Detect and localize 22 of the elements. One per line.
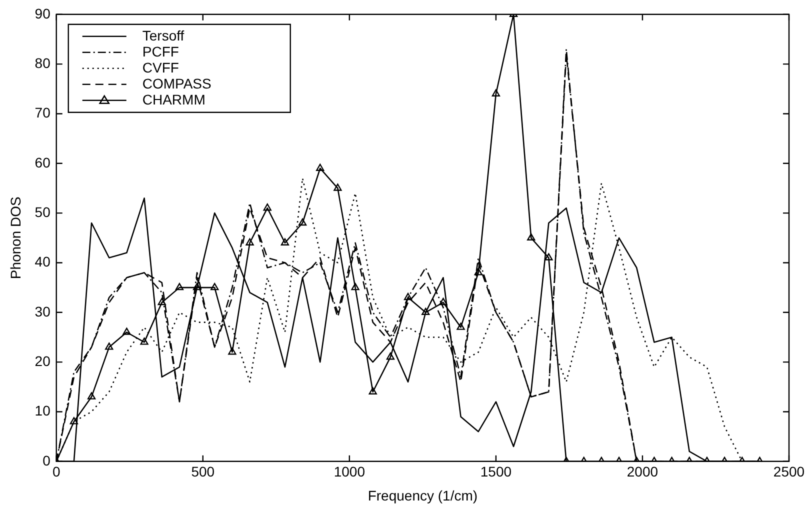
x-tick-label: 500 xyxy=(191,464,215,480)
x-tick-label: 1000 xyxy=(334,464,366,480)
legend-label: CHARMM xyxy=(142,91,206,108)
legend-label: Tersoff xyxy=(142,27,184,44)
y-tick-label: 60 xyxy=(34,154,51,170)
x-tick-label: 1500 xyxy=(480,464,512,480)
y-tick-label: 20 xyxy=(34,352,51,369)
y-tick-label: 30 xyxy=(34,303,51,320)
legend-label: PCFF xyxy=(142,43,179,60)
legend-label: COMPASS xyxy=(142,75,212,92)
y-tick-label: 10 xyxy=(34,402,51,419)
y-tick-label: 50 xyxy=(34,204,51,220)
legend-label: CVFF xyxy=(142,59,179,76)
x-axis-title: Frequency (1/cm) xyxy=(368,487,478,504)
y-tick-label: 90 xyxy=(34,5,51,22)
y-tick-label: 70 xyxy=(34,104,51,121)
x-tick-label: 2000 xyxy=(626,464,658,480)
x-tick-label: 2500 xyxy=(773,464,805,480)
y-tick-label: 80 xyxy=(34,54,51,71)
y-tick-label: 40 xyxy=(34,254,51,270)
y-axis-title: Phonon DOS xyxy=(7,196,24,280)
y-tick-label: 0 xyxy=(42,452,51,468)
